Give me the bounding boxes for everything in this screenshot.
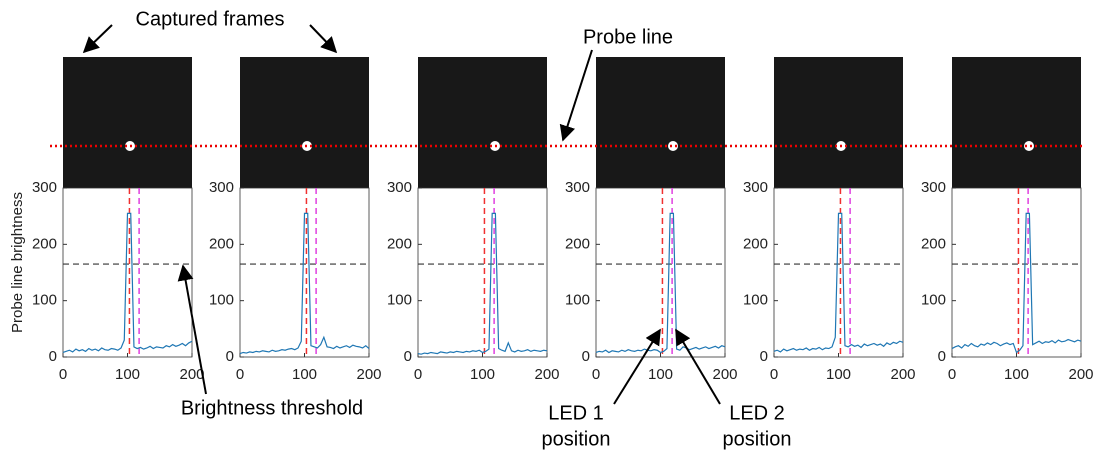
y-tick-label: 300	[387, 179, 412, 196]
y-tick-label: 300	[565, 179, 590, 196]
brightness-line	[773, 212, 904, 353]
arrow	[613, 328, 661, 405]
y-tick-label: 300	[921, 179, 946, 196]
x-tick-label: 0	[59, 366, 67, 383]
brightness-line	[417, 212, 548, 355]
captured-frame	[774, 57, 903, 188]
led2-label: position	[723, 428, 792, 450]
y-tick-label: 300	[209, 179, 234, 196]
y-tick-label: 200	[921, 235, 946, 252]
brightness-line	[239, 212, 370, 355]
x-tick-label: 0	[948, 366, 956, 383]
y-tick-label: 100	[32, 292, 57, 309]
x-tick-label: 100	[826, 366, 851, 383]
x-tick-label: 200	[356, 366, 381, 383]
y-tick-label: 200	[565, 235, 590, 252]
led1-label: position	[542, 428, 611, 450]
y-tick-label: 0	[582, 348, 590, 365]
y-tick-label: 200	[743, 235, 768, 252]
x-tick-label: 0	[592, 366, 600, 383]
x-tick-label: 200	[179, 366, 204, 383]
x-tick-label: 0	[770, 366, 778, 383]
brightness-line	[595, 212, 726, 354]
plot-area	[951, 187, 1082, 358]
x-tick-label: 200	[712, 366, 737, 383]
captured-frames-label: Captured frames	[136, 8, 285, 30]
led1-label: LED 1	[548, 402, 604, 424]
y-tick-label: 0	[49, 348, 57, 365]
probe-line-label: Probe line	[583, 26, 673, 48]
captured-frame	[240, 57, 369, 188]
plots: 0 100 200 300 0 100 200 Probe line brightness 0 1…	[9, 179, 1094, 383]
x-tick-label: 100	[648, 366, 673, 383]
y-tick-label: 0	[760, 348, 768, 365]
arrow	[675, 328, 721, 405]
arrow	[177, 264, 207, 395]
y-tick-label: 200	[209, 235, 234, 252]
arrow	[309, 24, 338, 54]
y-tick-label: 100	[387, 292, 412, 309]
led-spot	[668, 141, 678, 151]
x-tick-label: 0	[414, 366, 422, 383]
y-tick-label: 100	[565, 292, 590, 309]
y-axis-label: Probe line brightness	[9, 192, 26, 333]
y-tick-label: 200	[32, 235, 57, 252]
brightness-line	[951, 212, 1082, 354]
y-tick-label: 100	[921, 292, 946, 309]
x-tick-label: 0	[236, 366, 244, 383]
threshold-label: Brightness threshold	[181, 397, 363, 419]
plot-area	[417, 187, 548, 358]
y-tick-label: 0	[404, 348, 412, 365]
arrow	[82, 24, 113, 54]
plot-area	[595, 187, 726, 358]
captured-frame	[418, 57, 547, 188]
arrow	[559, 49, 593, 142]
brightness-line	[62, 212, 193, 354]
y-tick-label: 0	[226, 348, 234, 365]
captured-frame	[596, 57, 725, 188]
frames	[63, 57, 1081, 188]
led-spot	[1024, 141, 1034, 151]
y-tick-label: 0	[938, 348, 946, 365]
y-tick-label: 300	[32, 179, 57, 196]
x-tick-label: 200	[1068, 366, 1093, 383]
y-tick-label: 100	[209, 292, 234, 309]
x-tick-label: 100	[470, 366, 495, 383]
captured-frame	[952, 57, 1081, 188]
y-tick-label: 200	[387, 235, 412, 252]
x-tick-label: 200	[534, 366, 559, 383]
x-tick-label: 100	[1004, 366, 1029, 383]
x-tick-label: 200	[890, 366, 915, 383]
y-tick-label: 100	[743, 292, 768, 309]
led2-label: LED 2	[729, 402, 785, 424]
captured-frame	[63, 57, 192, 188]
x-tick-label: 100	[292, 366, 317, 383]
x-tick-label: 100	[115, 366, 140, 383]
y-tick-label: 300	[743, 179, 768, 196]
